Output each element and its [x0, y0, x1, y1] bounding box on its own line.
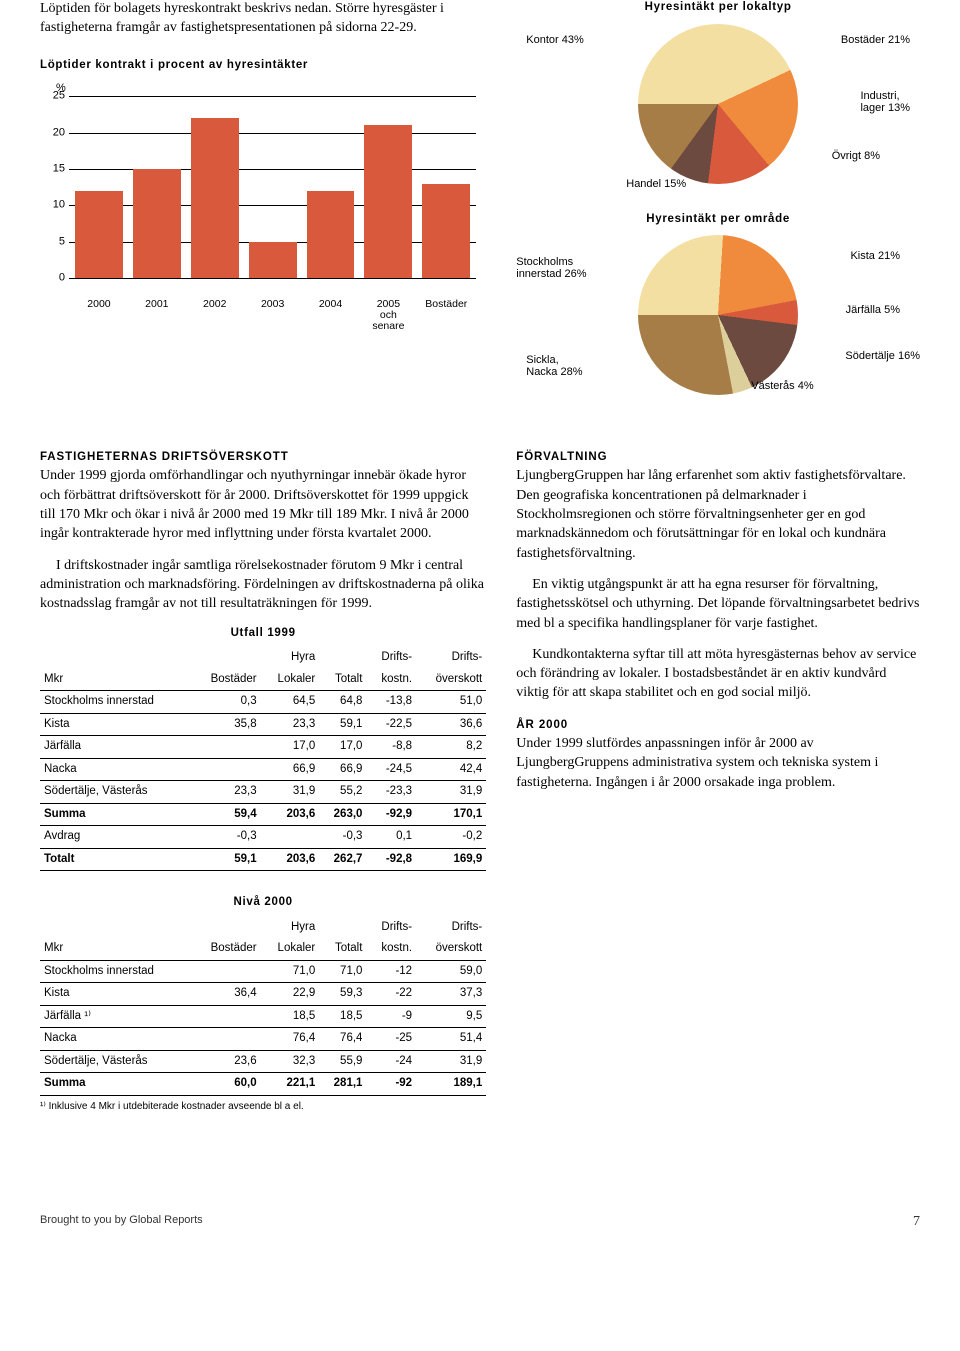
- bar-ytick: 10: [41, 198, 65, 213]
- bar-chart: Löptider kontrakt i procent av hyresintä…: [40, 58, 486, 318]
- pie2-title: Hyresintäkt per område: [516, 212, 920, 228]
- bar-xlabel: 2003: [249, 299, 297, 332]
- drifts-paragraph-2: I driftskostnader ingår samtliga rörelse…: [40, 556, 486, 614]
- pie-slice-label: Kista 21%: [850, 250, 900, 262]
- table-niva-2000: Nivå 2000 HyraDrifts-Drifts-MkrBostäderL…: [40, 895, 486, 1096]
- table-row: Järfälla ¹⁾18,518,5-99,5: [40, 1005, 486, 1028]
- table-row: Järfälla17,017,0-8,88,2: [40, 736, 486, 759]
- bar: [133, 169, 181, 278]
- table-row: Södertälje, Västerås23,632,355,9-2431,9: [40, 1050, 486, 1073]
- bar-xlabel: 2002: [191, 299, 239, 332]
- bar-xlabel: 2004: [307, 299, 355, 332]
- pie-slice-label: Övrigt 8%: [832, 150, 880, 162]
- pie-slice-label: Bostäder 21%: [841, 34, 910, 46]
- pie-slice-label: Västerås 4%: [751, 380, 813, 392]
- bar-xlabel: 2001: [133, 299, 181, 332]
- top-left-column: Löptiden för bolagets hyreskontrakt besk…: [40, 0, 486, 423]
- bar: [249, 242, 297, 278]
- pie-chart-omrade: Hyresintäkt per område Stockholmsinnerst…: [516, 212, 920, 396]
- bar: [191, 118, 239, 278]
- bar: [364, 125, 412, 278]
- table-utfall-1999: Utfall 1999 HyraDrifts-Drifts-MkrBostäde…: [40, 626, 486, 872]
- bar-chart-title: Löptider kontrakt i procent av hyresintä…: [40, 58, 486, 74]
- bar: [422, 184, 470, 279]
- pie1: [638, 24, 798, 184]
- ar2000-paragraph: ÅR 2000 Under 1999 slutfördes anpassning…: [516, 715, 920, 792]
- pie-slice-label: Handel 15%: [626, 178, 686, 190]
- bar-ytick: 25: [41, 89, 65, 104]
- ar2000-heading: ÅR 2000: [516, 719, 568, 731]
- table-row: Avdrag-0,3-0,30,1-0,2: [40, 826, 486, 849]
- body-columns: FASTIGHETERNAS DRIFTSÖVERSKOTT Under 199…: [40, 447, 920, 1133]
- table-row: Stockholms innerstad0,364,564,8-13,851,0: [40, 691, 486, 714]
- footer-brought-by: Brought to you by Global Reports: [40, 1213, 203, 1232]
- drifts-text-1: Under 1999 gjorda omförhandlingar och ny…: [40, 468, 469, 541]
- forvalt-paragraph-3: Kundkontakterna syftar till att möta hyr…: [516, 645, 920, 703]
- table-row: Nacka66,966,9-24,542,4: [40, 758, 486, 781]
- page-number: 7: [913, 1213, 920, 1232]
- body-left-column: FASTIGHETERNAS DRIFTSÖVERSKOTT Under 199…: [40, 447, 486, 1133]
- pie-slice-label: Kontor 43%: [526, 34, 583, 46]
- table2-footnote: ¹⁾ Inklusive 4 Mkr i utdebiterade kostna…: [40, 1100, 486, 1114]
- pie1-title: Hyresintäkt per lokaltyp: [516, 0, 920, 16]
- top-right-column: Hyresintäkt per lokaltyp Kontor 43% Bostä…: [516, 0, 920, 423]
- table-row: Kista36,422,959,3-2237,3: [40, 983, 486, 1006]
- pie2: [638, 235, 798, 395]
- table-row: Stockholms innerstad71,071,0-1259,0: [40, 960, 486, 983]
- bar: [75, 191, 123, 278]
- table-row: Södertälje, Västerås23,331,955,2-23,331,…: [40, 781, 486, 804]
- bar-xlabel: Bostäder: [422, 299, 470, 332]
- table-sum-row: Summa59,4203,6263,0-92,9170,1: [40, 803, 486, 826]
- table-row: Kista35,823,359,1-22,536,6: [40, 713, 486, 736]
- drifts-paragraph-1: FASTIGHETERNAS DRIFTSÖVERSKOTT Under 199…: [40, 447, 486, 544]
- bar-ytick: 15: [41, 162, 65, 177]
- table1-caption: Utfall 1999: [40, 626, 486, 648]
- table-sum-row: Summa60,0221,1281,1-92189,1: [40, 1073, 486, 1096]
- table-row: Nacka76,476,4-2551,4: [40, 1028, 486, 1051]
- bar-ytick: 0: [41, 271, 65, 286]
- forvalt-text-1: LjungbergGruppen har lång erfarenhet som…: [516, 468, 906, 560]
- drifts-heading: FASTIGHETERNAS DRIFTSÖVERSKOTT: [40, 451, 289, 463]
- page-footer: Brought to you by Global Reports 7: [40, 1213, 920, 1232]
- table-total-row: Totalt59,1203,6262,7-92,8169,9: [40, 848, 486, 871]
- body-right-column: FÖRVALTNING LjungbergGruppen har lång er…: [516, 447, 920, 1133]
- table2-caption: Nivå 2000: [40, 895, 486, 917]
- pie-slice-label: Sickla,Nacka 28%: [526, 354, 582, 378]
- pie-slice-label: Industri,lager 13%: [860, 90, 910, 114]
- bar-ytick: 20: [41, 125, 65, 140]
- pie-slice-label: Stockholmsinnerstad 26%: [516, 256, 586, 280]
- pie-slice-label: Södertälje 16%: [845, 350, 920, 362]
- bar: [307, 191, 355, 278]
- bar-xlabel: 2005ochsenare: [364, 299, 412, 332]
- ar2000-text: Under 1999 slutfördes anpassningen inför…: [516, 736, 878, 790]
- bar-xlabel: 2000: [75, 299, 123, 332]
- forvalt-paragraph-2: En viktig utgångspunkt är att ha egna re…: [516, 575, 920, 633]
- bar-chart-y-unit: %: [56, 81, 486, 96]
- intro-text: Löptiden för bolagets hyreskontrakt besk…: [40, 0, 486, 38]
- bar-ytick: 5: [41, 234, 65, 249]
- forvalt-heading: FÖRVALTNING: [516, 451, 607, 463]
- pie-chart-lokaltyp: Hyresintäkt per lokaltyp Kontor 43% Bostä…: [516, 0, 920, 184]
- top-row: Löptiden för bolagets hyreskontrakt besk…: [40, 0, 920, 423]
- forvalt-paragraph-1: FÖRVALTNING LjungbergGruppen har lång er…: [516, 447, 920, 563]
- pie-slice-label: Järfälla 5%: [846, 304, 900, 316]
